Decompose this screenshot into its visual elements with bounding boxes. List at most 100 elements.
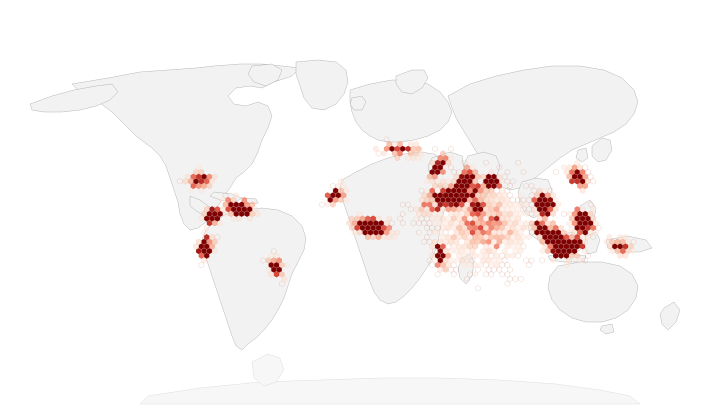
- hexbin-cell: [582, 164, 588, 171]
- hexbin-cell: [464, 164, 470, 171]
- hexbin-cell: [445, 206, 452, 213]
- hexbin-cell: [628, 243, 634, 250]
- hexbin-cell: [579, 187, 586, 194]
- hexbin-cell: [204, 234, 210, 241]
- hexbin-cell: [268, 271, 274, 278]
- hexbin-cell: [400, 201, 406, 208]
- hexbin-cell: [574, 159, 580, 166]
- hexbin-cell: [214, 234, 221, 241]
- hexbin-cell: [459, 257, 465, 264]
- hexbin-cell: [381, 224, 387, 231]
- hexbin-cell: [453, 192, 460, 199]
- hexbin-cell: [424, 234, 430, 241]
- hexbin-cell: [394, 154, 401, 162]
- hexbin-cell: [386, 234, 392, 241]
- hexbin-cell: [451, 206, 457, 213]
- hexbin-cell: [528, 192, 535, 199]
- hexbin-cell: [440, 224, 446, 231]
- hexbin-cell: [577, 257, 583, 264]
- hexbin-cell: [459, 192, 465, 199]
- hexbin-cell: [370, 224, 376, 231]
- hexbin-cell: [459, 220, 465, 227]
- hexbin-cell: [434, 243, 441, 250]
- hexbin-cell: [448, 257, 454, 264]
- hexbin-cell: [475, 229, 481, 236]
- hexbin-cell: [563, 261, 570, 269]
- hexbin-cell: [426, 220, 433, 227]
- hexbin-cell: [408, 206, 414, 213]
- hexbin-cell: [440, 252, 446, 259]
- hexbin-cell: [276, 257, 282, 264]
- hexbin-cell: [502, 210, 508, 218]
- hexbin-cell: [571, 164, 578, 171]
- hexbin-cell: [477, 196, 484, 204]
- hexbin-cell: [187, 187, 194, 194]
- hexbin-cell: [448, 164, 454, 171]
- hexbin-cell: [386, 224, 392, 231]
- hexbin-cell: [413, 150, 419, 157]
- hexbin-cell: [373, 229, 379, 236]
- hexbin-cell: [544, 229, 551, 236]
- hexbin-cell: [424, 196, 430, 204]
- hexbin-cell: [496, 266, 503, 273]
- hexbin-cell: [617, 234, 623, 241]
- hexbin-cell: [359, 224, 366, 231]
- hexbin-cell: [528, 201, 535, 208]
- hexbin-cell: [566, 173, 572, 180]
- hexbin-cell: [233, 201, 239, 208]
- hexbin-cell: [510, 178, 516, 185]
- hexbin-cell: [370, 215, 376, 222]
- hexbin-cell: [609, 238, 615, 245]
- hexbin-cell: [518, 229, 524, 236]
- hexbin-cell: [209, 178, 215, 185]
- hexbin-cell: [461, 168, 468, 176]
- hexbin-cell: [488, 206, 494, 213]
- hexbin-cell: [432, 210, 438, 218]
- hexbin-cell: [507, 182, 513, 190]
- hexbin-cell: [437, 192, 443, 199]
- hexbin-cell: [574, 206, 580, 213]
- hexbin-cell: [445, 178, 452, 185]
- hexbin-cell: [195, 182, 202, 190]
- hexbin-cell: [622, 243, 629, 250]
- hexbin-cell: [389, 229, 395, 236]
- hexbin-cell: [483, 178, 489, 185]
- hexbin-cell: [440, 215, 446, 222]
- hexbin-cell: [442, 164, 449, 171]
- hexbin-cell: [520, 168, 527, 176]
- hexbin-cell: [442, 229, 449, 236]
- hexbin-cell: [453, 173, 460, 180]
- hexbin-cell: [198, 187, 205, 194]
- hexbin-cell: [209, 215, 215, 222]
- hexbin-cell: [332, 196, 339, 204]
- hexbin-cell: [488, 215, 494, 222]
- hexbin-cell: [437, 210, 443, 218]
- hexbin-cell: [442, 257, 449, 264]
- hexbin-cell: [488, 187, 494, 194]
- hexbin-cell: [416, 210, 422, 218]
- hexbin-cell: [413, 141, 419, 148]
- hexbin-cell: [284, 261, 290, 269]
- hexbin-cell: [442, 192, 449, 199]
- hexbin-cell: [467, 224, 473, 231]
- hexbin-cell: [437, 266, 443, 273]
- hexbin-cell: [397, 215, 403, 222]
- hexbin-cell: [472, 196, 478, 204]
- hexbin-cell: [585, 178, 591, 185]
- hexbin-cell: [432, 192, 438, 199]
- hexbin-cell: [534, 210, 540, 218]
- hexbin-cell: [561, 229, 567, 236]
- hexbin-cell: [453, 210, 460, 218]
- hexbin-cell: [504, 206, 511, 213]
- hexbin-cell: [518, 247, 524, 255]
- hexbin-cell: [566, 164, 572, 171]
- hexbin-cell: [472, 224, 478, 231]
- hexbin-cell: [206, 210, 213, 218]
- hexbin-cell: [437, 238, 443, 245]
- hexbin-cell: [461, 159, 468, 166]
- hexbin-cell: [547, 196, 554, 204]
- hexbin-cell: [475, 201, 481, 208]
- hexbin-cell: [451, 196, 457, 204]
- hexbin-cell: [480, 201, 486, 208]
- hexbin-cell: [445, 243, 452, 250]
